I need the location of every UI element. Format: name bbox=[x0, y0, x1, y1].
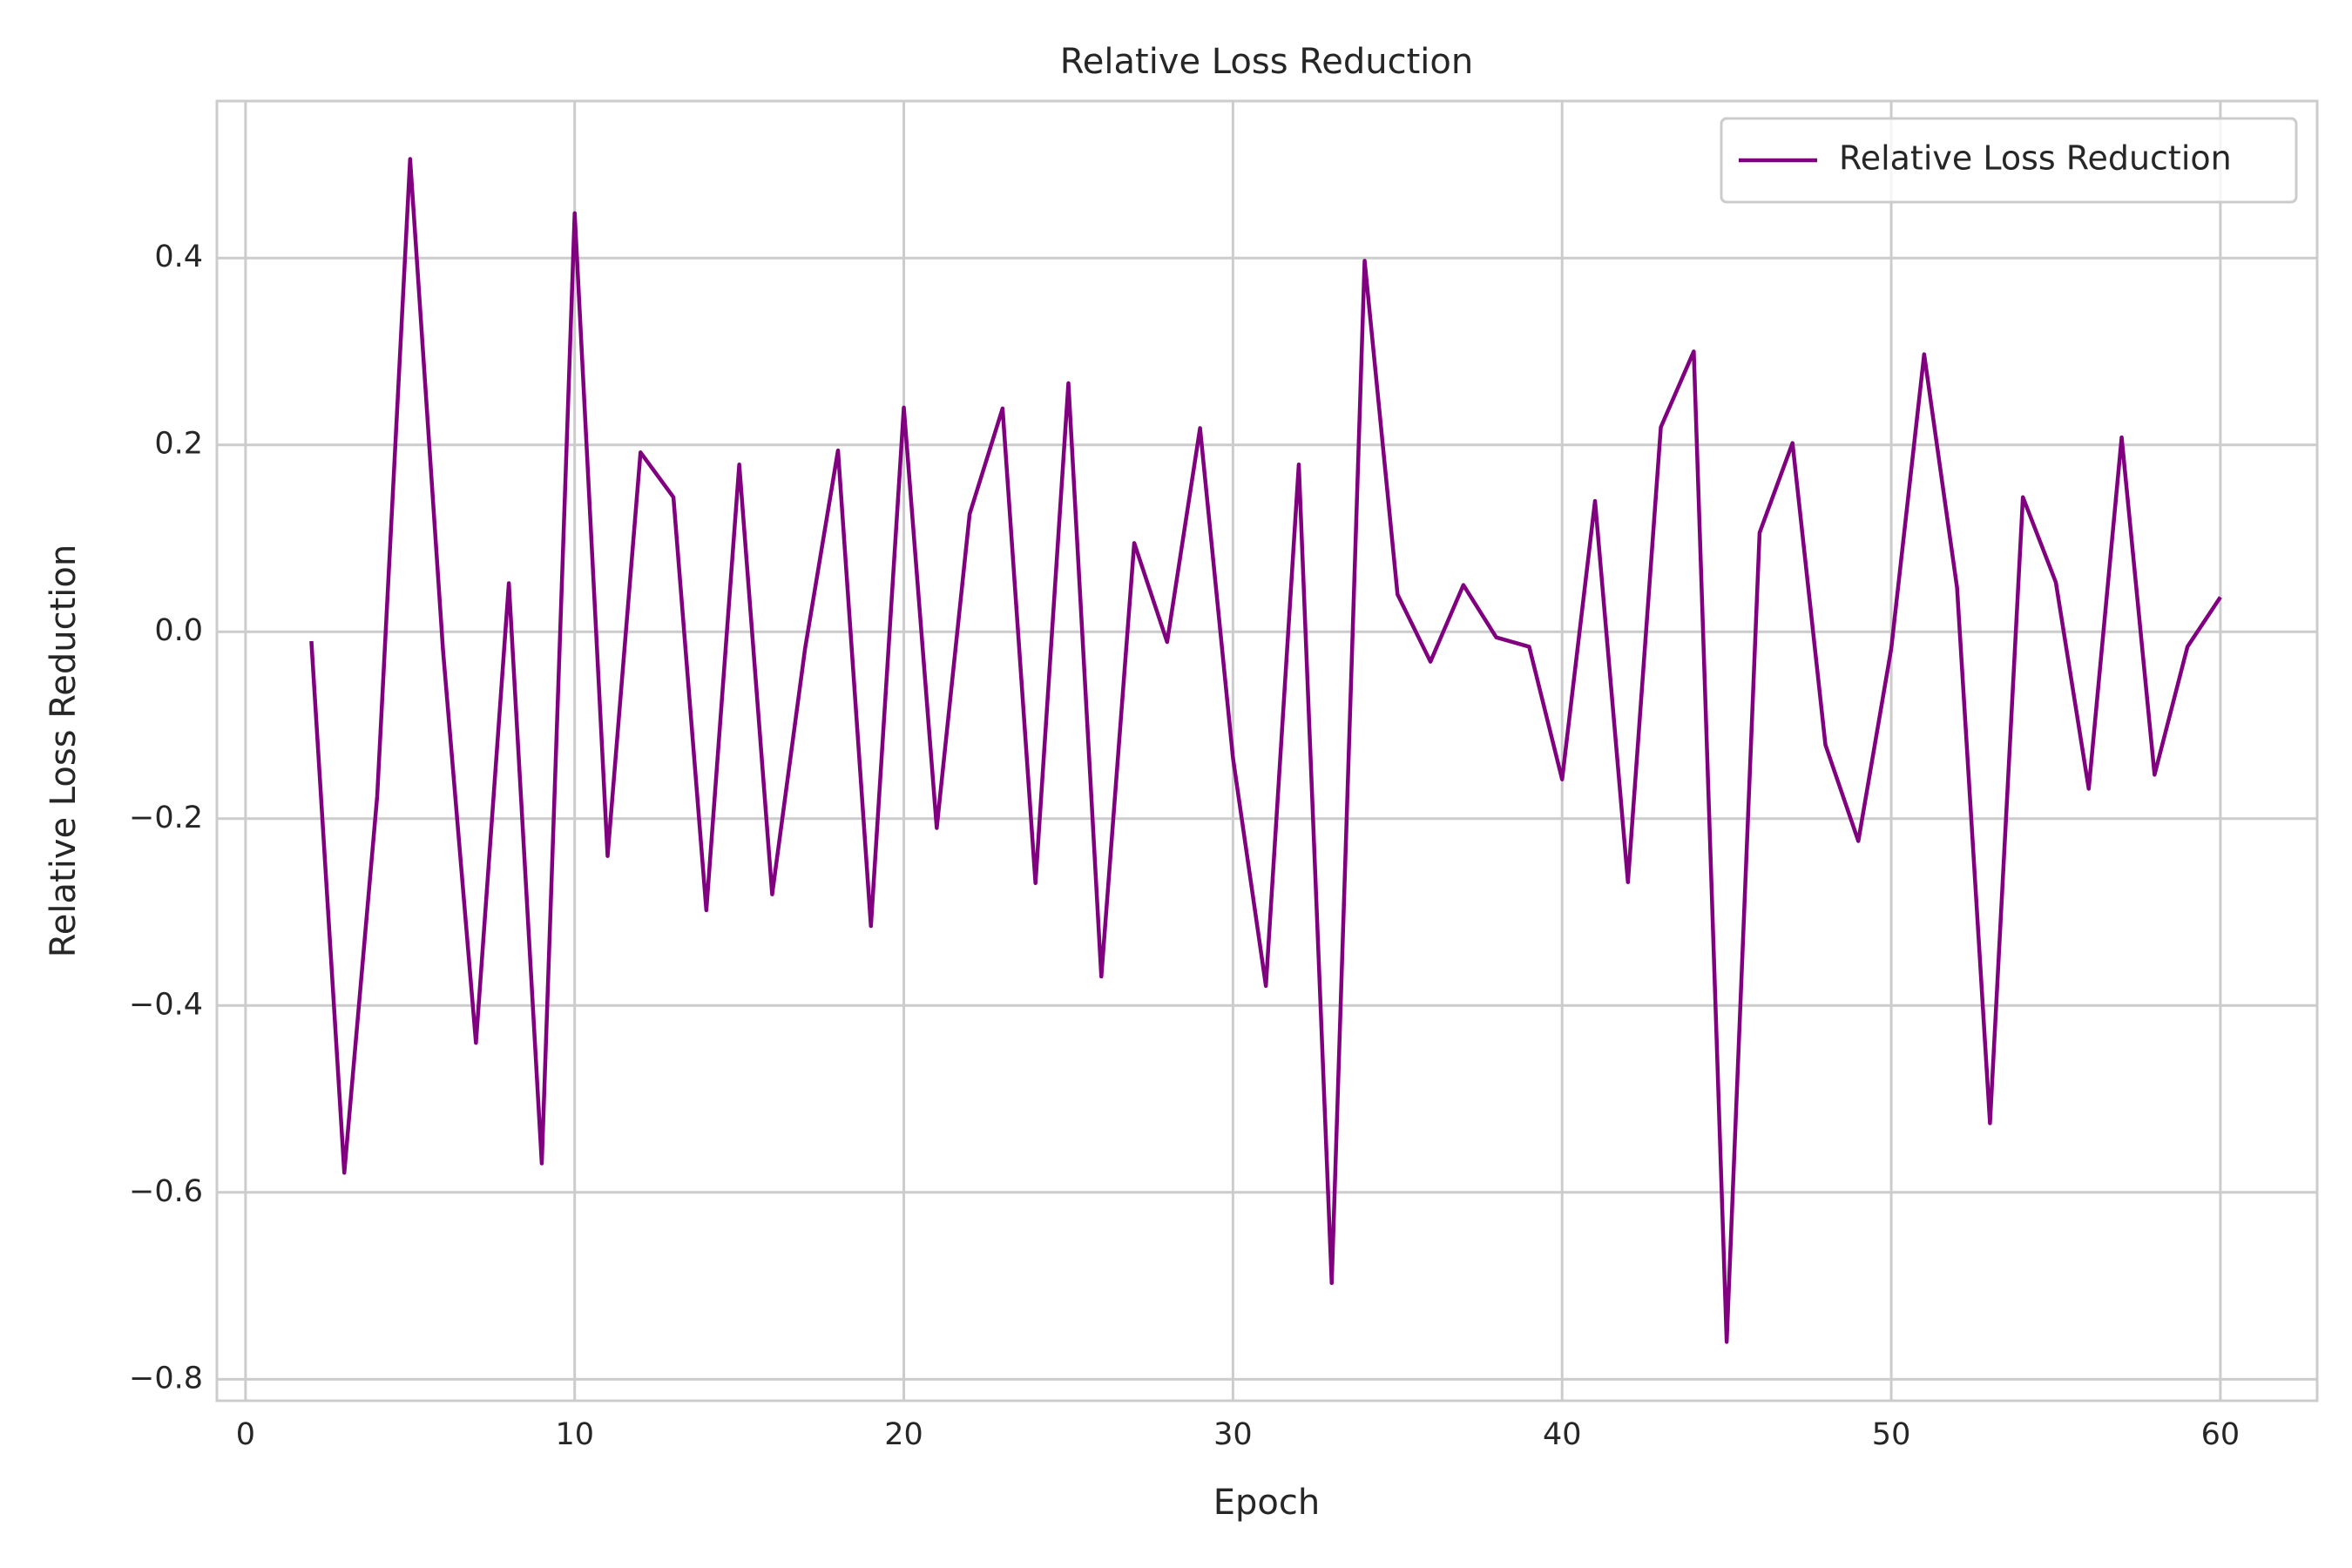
y-tick-label: 0.4 bbox=[154, 240, 203, 274]
y-tick-label: −0.8 bbox=[129, 1361, 203, 1396]
y-tick-label: 0.0 bbox=[154, 613, 203, 648]
x-tick-label: 60 bbox=[2201, 1417, 2240, 1452]
x-tick-label: 30 bbox=[1213, 1417, 1253, 1452]
plot-frame bbox=[215, 99, 2319, 1402]
legend-box bbox=[1720, 117, 2298, 204]
legend-label: Relative Loss Reduction bbox=[1839, 139, 2232, 178]
x-tick-label: 50 bbox=[1872, 1417, 1911, 1452]
data-line bbox=[309, 157, 2222, 1344]
x-tick-label: 40 bbox=[1543, 1417, 1582, 1452]
y-tick-label: 0.2 bbox=[154, 427, 203, 462]
chart-title: Relative Loss Reduction bbox=[1060, 42, 1473, 82]
x-axis-label: Epoch bbox=[1213, 1483, 1320, 1523]
x-tick-label: 20 bbox=[884, 1417, 923, 1452]
x-tick-label: 10 bbox=[555, 1417, 594, 1452]
y-tick-label: −0.2 bbox=[129, 801, 203, 835]
y-tick-label: −0.4 bbox=[129, 987, 203, 1022]
y-axis-label: Relative Loss Reduction bbox=[44, 544, 84, 957]
x-tick-label: 0 bbox=[236, 1417, 255, 1452]
y-tick-label: −0.6 bbox=[129, 1174, 203, 1209]
